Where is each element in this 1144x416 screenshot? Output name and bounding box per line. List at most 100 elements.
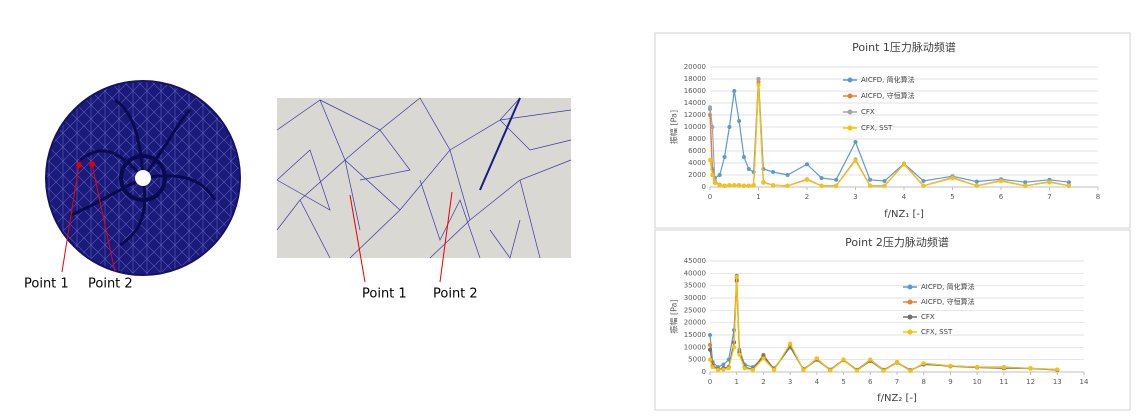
y-tick-label: 14000 bbox=[684, 99, 706, 107]
data-point bbox=[741, 183, 746, 188]
data-point bbox=[785, 183, 790, 188]
x-tick-label: 0 bbox=[708, 193, 712, 201]
data-point bbox=[708, 357, 712, 362]
data-point bbox=[761, 356, 766, 361]
x-axis-label: f/NZ₁ [-] bbox=[884, 209, 924, 220]
point-label: Point 2 bbox=[88, 277, 133, 292]
x-tick-label: 14 bbox=[1080, 378, 1089, 386]
data-point bbox=[734, 275, 739, 280]
y-tick-label: 6000 bbox=[688, 147, 706, 155]
x-tick-label: 2 bbox=[761, 378, 765, 386]
data-point bbox=[708, 347, 712, 352]
data-point bbox=[708, 158, 712, 162]
data-point bbox=[975, 365, 980, 370]
data-point bbox=[805, 177, 809, 182]
data-point bbox=[974, 179, 979, 184]
legend-marker bbox=[907, 314, 913, 320]
legend-marker bbox=[847, 125, 853, 131]
x-tick-label: 4 bbox=[815, 378, 820, 386]
chart-title: Point 1压力脉动频谱 bbox=[852, 40, 956, 54]
data-point bbox=[710, 365, 715, 370]
data-point bbox=[1001, 365, 1006, 370]
legend-label: AICFD, 简化算法 bbox=[861, 75, 915, 84]
data-point bbox=[708, 105, 712, 110]
data-point bbox=[1066, 183, 1071, 188]
data-point bbox=[737, 119, 742, 123]
data-point bbox=[828, 368, 833, 373]
data-point bbox=[717, 183, 722, 188]
data-point bbox=[902, 162, 906, 167]
y-tick-label: 0 bbox=[702, 368, 706, 376]
data-point bbox=[853, 140, 858, 144]
data-point bbox=[950, 176, 955, 180]
data-point bbox=[1023, 180, 1028, 185]
data-point bbox=[785, 173, 790, 177]
y-tick-label: 35000 bbox=[684, 282, 706, 290]
y-tick-label: 25000 bbox=[684, 306, 706, 314]
data-point bbox=[772, 368, 777, 373]
x-tick-label: 7 bbox=[895, 378, 899, 386]
y-tick-label: 40000 bbox=[684, 269, 706, 277]
data-point bbox=[737, 183, 742, 188]
data-point bbox=[722, 183, 727, 188]
y-tick-label: 0 bbox=[702, 183, 706, 191]
x-tick-label: 11 bbox=[999, 378, 1008, 386]
data-point bbox=[788, 341, 793, 346]
data-point bbox=[868, 177, 873, 182]
legend-marker bbox=[847, 93, 853, 99]
data-point bbox=[746, 183, 751, 188]
data-point bbox=[722, 155, 727, 159]
y-axis-label: 振幅 [Pa] bbox=[669, 299, 679, 333]
data-point bbox=[746, 167, 751, 171]
data-point bbox=[1028, 366, 1033, 371]
y-tick-label: 10000 bbox=[684, 343, 706, 351]
legend-label: CFX, SST bbox=[861, 124, 893, 132]
data-point bbox=[814, 356, 819, 361]
data-point bbox=[732, 183, 737, 188]
data-point bbox=[834, 183, 839, 188]
legend-label: CFX bbox=[921, 313, 935, 321]
data-point bbox=[895, 360, 899, 365]
data-point bbox=[999, 179, 1003, 183]
legend-marker bbox=[847, 77, 853, 83]
data-point bbox=[974, 183, 979, 188]
data-point bbox=[868, 183, 873, 188]
x-tick-label: 3 bbox=[853, 193, 857, 201]
x-tick-label: 7 bbox=[1047, 193, 1051, 201]
data-point bbox=[854, 368, 859, 373]
legend-marker bbox=[907, 329, 913, 335]
x-tick-label: 1 bbox=[734, 378, 738, 386]
legend-label: AICFD, 守恒算法 bbox=[921, 297, 975, 306]
y-tick-label: 15000 bbox=[684, 331, 706, 339]
y-axis-label: 振幅 [Pa] bbox=[669, 110, 679, 144]
data-point bbox=[761, 180, 766, 185]
x-tick-label: 12 bbox=[1026, 378, 1035, 386]
data-point bbox=[819, 176, 824, 180]
data-point bbox=[742, 366, 747, 371]
x-tick-label: 10 bbox=[973, 378, 982, 386]
point-label: Point 1 bbox=[362, 287, 407, 302]
point-label: Point 2 bbox=[433, 287, 478, 302]
x-tick-label: 6 bbox=[868, 378, 873, 386]
data-point bbox=[921, 361, 926, 366]
mesh-full: Point 1 Point 2 bbox=[24, 80, 241, 292]
data-point bbox=[737, 352, 742, 357]
data-point bbox=[727, 183, 732, 188]
data-point bbox=[882, 179, 887, 183]
data-point bbox=[853, 158, 858, 163]
data-point bbox=[732, 345, 737, 350]
y-tick-label: 30000 bbox=[684, 294, 706, 302]
data-point bbox=[726, 366, 731, 371]
legend-label: CFX bbox=[861, 108, 875, 116]
x-tick-label: 6 bbox=[999, 193, 1004, 201]
x-tick-label: 5 bbox=[841, 378, 845, 386]
x-tick-label: 2 bbox=[805, 193, 809, 201]
legend-marker bbox=[907, 299, 913, 305]
data-point bbox=[921, 179, 926, 183]
data-point bbox=[710, 125, 715, 129]
legend-marker bbox=[847, 109, 853, 115]
series-line bbox=[709, 277, 1058, 372]
x-tick-label: 8 bbox=[921, 378, 925, 386]
data-point bbox=[721, 367, 726, 372]
